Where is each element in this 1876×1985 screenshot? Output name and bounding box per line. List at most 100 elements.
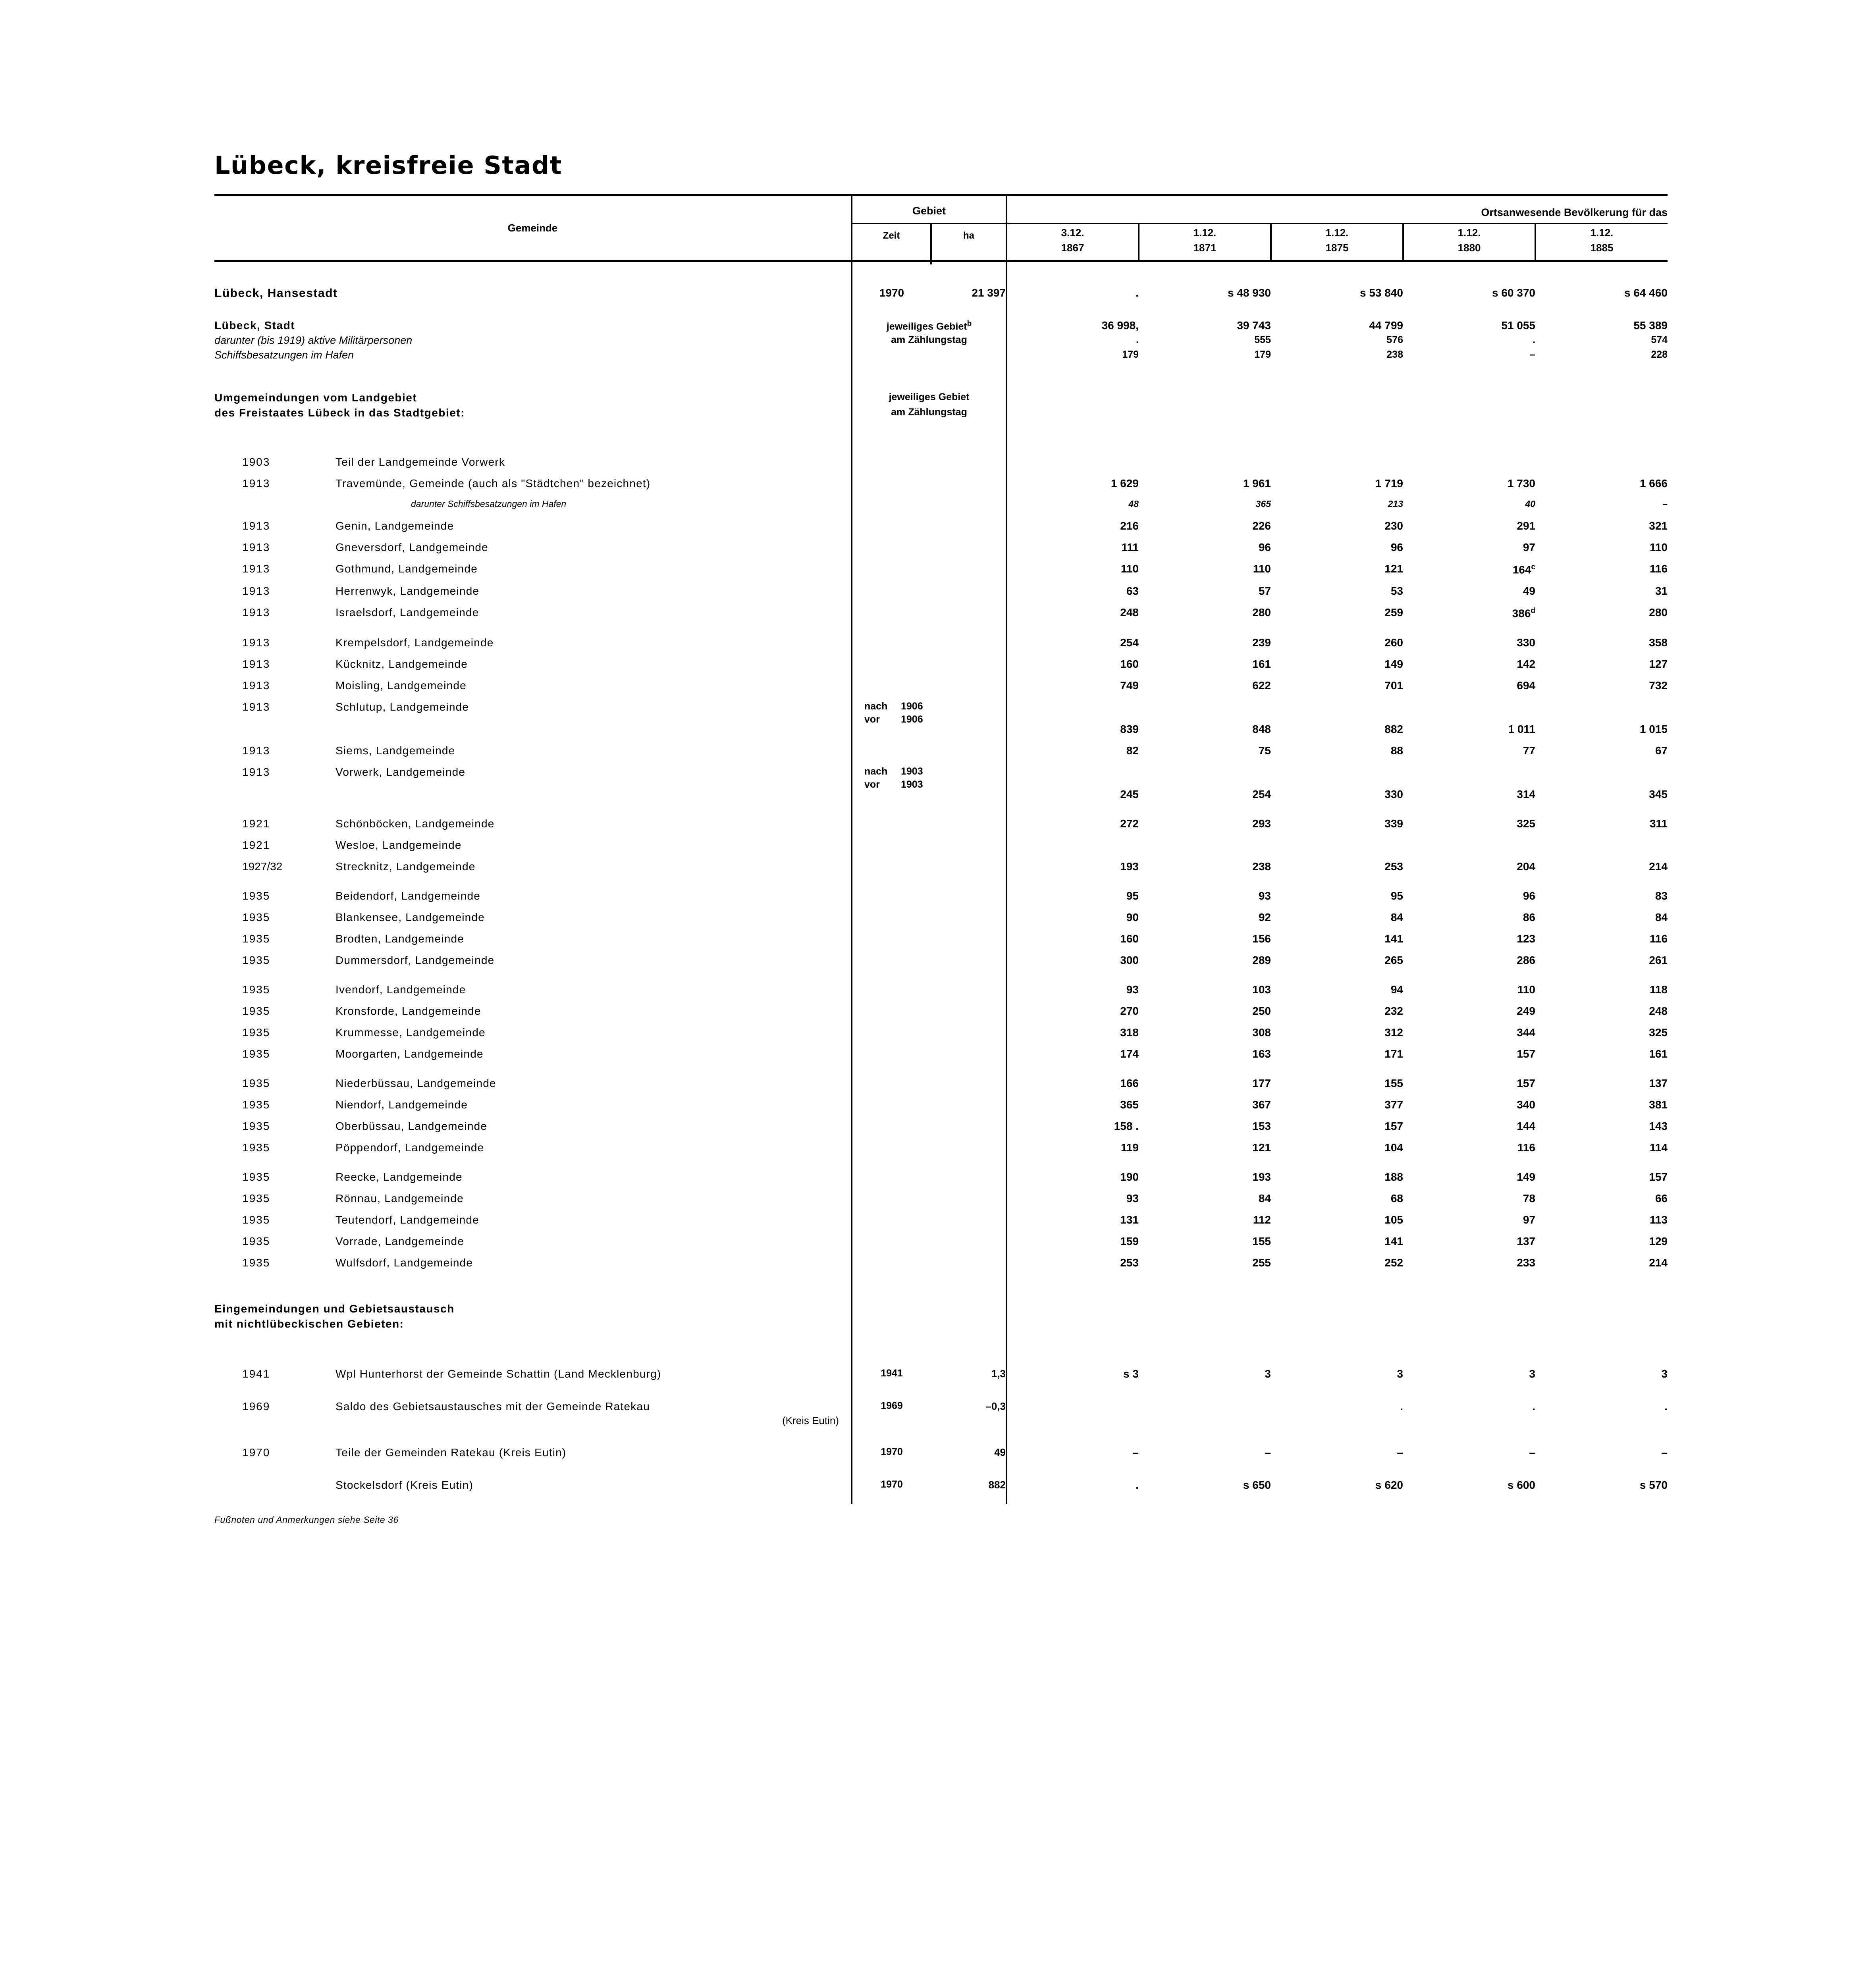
row-val-1880: 291 — [1517, 519, 1535, 532]
row-label-cell: 1913 Krempelsdorf, Landgemeinde — [214, 619, 852, 648]
row-val-1871 — [1139, 446, 1271, 468]
row-val-1880: 157 — [1517, 1077, 1535, 1090]
row-val-1867: 82 — [1006, 735, 1139, 757]
row-val-1871: 1 961 — [1243, 477, 1271, 490]
row-val-1875: 312 — [1384, 1026, 1403, 1039]
row-ha — [931, 1089, 1006, 1110]
row-val-1885: 228 — [1651, 349, 1668, 360]
row-label-cell: 1913 Gneversdorf, Landgemeinde — [214, 532, 852, 553]
row-zeit — [851, 944, 931, 966]
table-row: 1935 Oberbüssau, Landgemeinde 158 . 153 157 1… — [214, 1110, 1668, 1132]
spacer-row — [214, 418, 1668, 446]
row-year: 1903 — [242, 455, 270, 468]
row-val-1867: 90 — [1006, 902, 1139, 923]
table-row: 1970 Teile der Gemeinden Ratekau (Kreis E… — [214, 1426, 1668, 1459]
row-val-1871: 121 — [1252, 1141, 1271, 1154]
table-row: 1903 Teil der Landgemeinde Vorwerk — [214, 446, 1668, 468]
row-val-1867 — [1006, 1380, 1139, 1413]
row-val-1867: 159 — [1006, 1226, 1139, 1247]
row-val-1885: 3 — [1661, 1368, 1668, 1380]
row-val-1875: 259 — [1384, 606, 1403, 619]
table-row: 1913 Siems, Landgemeinde 82 75 88 77 67 — [214, 735, 1668, 757]
header-date-day-1885: 1.12. — [1590, 227, 1614, 239]
row-ha — [931, 553, 1006, 575]
row-val-1885: 1 015 — [1639, 723, 1668, 736]
table-row: 1921 Schönböcken, Landgemeinde 272 293 339 32… — [214, 800, 1668, 830]
row-val-1871: 155 — [1252, 1235, 1271, 1248]
row-val-1871: 75 — [1258, 744, 1271, 757]
header-zeit: Zeit — [851, 223, 931, 261]
row-label-cell: 1913 Kücknitz, Landgemeinde — [214, 648, 852, 670]
row-val-1867: 193 — [1006, 851, 1139, 873]
row-zeit — [851, 1153, 931, 1183]
row-val-1871: 280 — [1252, 606, 1271, 619]
table-row: 1913 Genin, Landgemeinde 216 226 230 291 321 — [214, 510, 1668, 532]
row-year: 1935 — [242, 890, 270, 902]
table-row: 1921 Wesloe, Landgemeinde — [214, 829, 1668, 851]
row-zeit — [851, 851, 931, 873]
row-val-1871: 112 — [1253, 1214, 1271, 1226]
row-zeit-text: jeweiliges Gebiet — [886, 321, 967, 332]
row-name: Vorrade, Landgemeinde — [335, 1235, 465, 1248]
row-year: 1935 — [242, 1192, 270, 1205]
eingemeindungen-rows: 1941 Wpl Hunterhorst der Gemeinde Schatti… — [214, 1358, 1668, 1491]
row-val-1885: s 570 — [1639, 1479, 1668, 1492]
table-row: 1935 Moorgarten, Landgemeinde 174 163 171 157… — [214, 1038, 1668, 1060]
row-name: Krempelsdorf, Landgemeinde — [335, 636, 494, 649]
header-date-year-1867: 1867 — [1061, 241, 1084, 254]
row-label-cell: 1935 Niendorf, Landgemeinde — [214, 1089, 852, 1110]
row-val-1867 — [1006, 446, 1139, 468]
row-val-1871: 3 — [1265, 1368, 1271, 1380]
row-val-1880: 249 — [1517, 1005, 1535, 1018]
row-label-cell: 1935 Blankensee, Landgemeinde — [214, 902, 852, 923]
row-zeit — [851, 670, 931, 692]
row-label-cell: 1921 Wesloe, Landgemeinde — [214, 829, 852, 851]
row-val-1885: 214 — [1649, 1257, 1668, 1269]
row-val-1875: 213 — [1388, 498, 1403, 509]
row-label-cell: 1969 Saldo des Gebietsaustausches mit der… — [214, 1380, 852, 1412]
row-val-1875: 882 — [1384, 723, 1403, 736]
row-val-1880: 97 — [1523, 541, 1535, 553]
row-label-cell: 1913 Vorwerk, Landgemeinde — [214, 756, 852, 800]
row-label-cell: 1935 Wulfsdorf, Landgemeinde — [214, 1247, 852, 1268]
table-row: 1913 Gothmund, Landgemeinde 110 110 121 164c 1… — [214, 553, 1668, 576]
row-val-1885: 137 — [1649, 1077, 1668, 1090]
row-val-1880: 123 — [1517, 933, 1535, 945]
row-val-1880: 96 — [1523, 890, 1535, 902]
row-name: Wesloe, Landgemeinde — [335, 839, 462, 852]
table-row: 1913 Israelsdorf, Landgemeinde 248 280 259 38… — [214, 597, 1668, 619]
header-bevoelkerung: Ortsanwesende Bevölkerung für das — [1006, 195, 1668, 224]
row-val-1875: s 620 — [1375, 1479, 1403, 1492]
row-ha — [931, 1153, 1006, 1183]
row-ha — [931, 800, 1006, 829]
row-name: Moorgarten, Landgemeinde — [335, 1048, 484, 1060]
row-val-1880: 49 — [1523, 585, 1535, 597]
row-label-cell: 1913 Genin, Landgemeinde — [214, 510, 852, 532]
table-row: 1935 Blankensee, Landgemeinde 90 92 84 86 84 — [214, 902, 1668, 923]
row-val-1871: 622 — [1252, 679, 1271, 692]
row-val-1867: 93 — [1006, 966, 1139, 996]
row-label-cell: 1913 Herrenwyk, Landgemeinde — [214, 575, 852, 597]
row-val-1871: 293 — [1252, 817, 1271, 830]
row-val-1871: 193 — [1252, 1171, 1271, 1183]
row-name: Blankensee, Landgemeinde — [335, 911, 485, 924]
row-val-1867: 270 — [1006, 995, 1139, 1017]
row-label-cell: 1935 Reecke, Landgemeinde — [214, 1153, 852, 1183]
row-val-1885: 31 — [1655, 585, 1668, 597]
table-row: 1935 Vorrade, Landgemeinde 159 155 141 137 129 — [214, 1226, 1668, 1247]
row-val-1871: 103 — [1252, 983, 1271, 996]
row-name: darunter Schiffsbesatzungen im Hafen — [411, 498, 567, 509]
row-year: 1921 — [242, 817, 270, 830]
row-ha — [931, 829, 1006, 851]
row-val-1885: 116 — [1649, 562, 1668, 575]
row-val-1867: . — [1006, 331, 1139, 346]
table-row: 1935 Reecke, Landgemeinde 190 193 188 149 157 — [214, 1153, 1668, 1183]
row-val-1880: 78 — [1523, 1192, 1535, 1205]
table-row: 1935 Brodten, Landgemeinde 160 156 141 123 116 — [214, 923, 1668, 945]
row-val-1880: 110 — [1517, 983, 1535, 996]
row-val-1875: 330 — [1384, 788, 1403, 801]
row-ha — [931, 1110, 1006, 1132]
row-ha — [931, 966, 1006, 995]
row-val-1871: 39 743 — [1237, 319, 1271, 332]
row-val-1867: 160 — [1006, 648, 1139, 670]
